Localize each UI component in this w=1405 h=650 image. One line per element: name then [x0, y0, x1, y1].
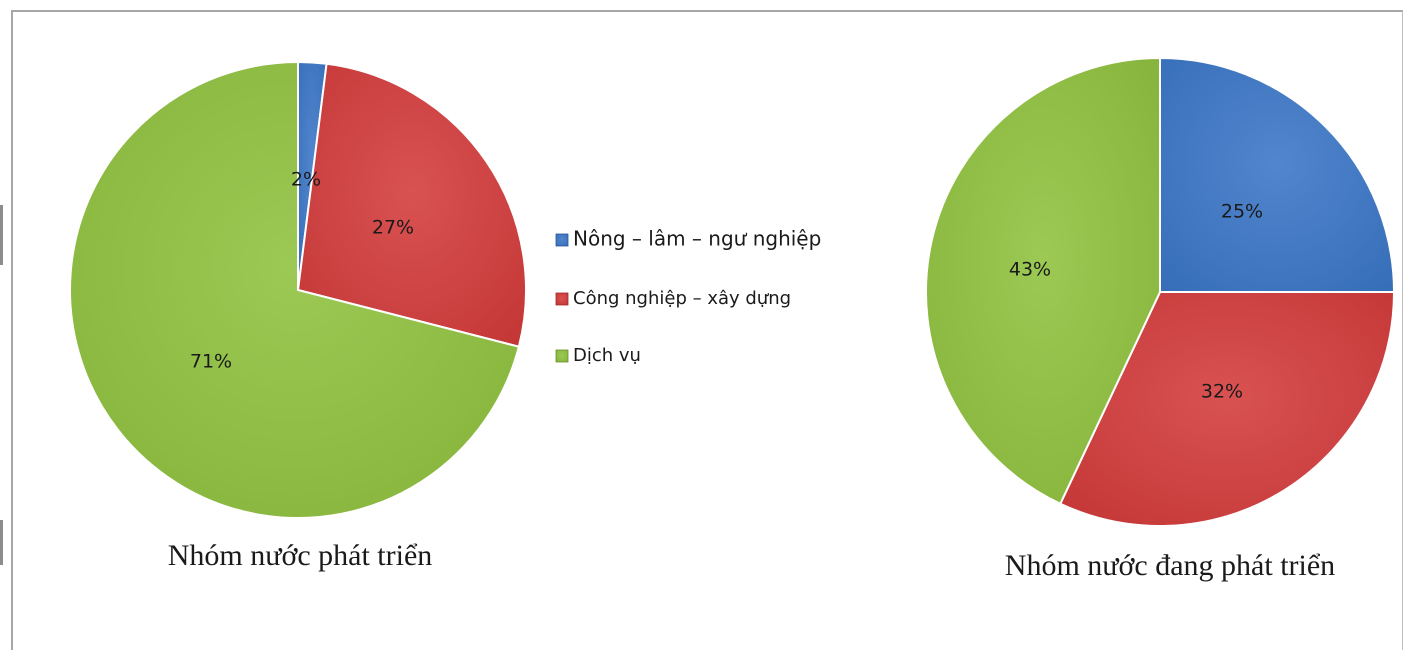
pie-chart-1 [69, 60, 527, 519]
pie-slice-industry [296, 62, 527, 348]
pie-chart-2 [925, 56, 1396, 527]
legend-swatch [555, 233, 569, 247]
legend-swatch [555, 292, 569, 306]
legend-label: Công nghiệp – xây dựng [573, 288, 791, 309]
slice-label-agriculture: 2% [291, 169, 321, 191]
pie-slice-agriculture [1159, 56, 1396, 293]
legend-label: Dịch vụ [573, 345, 641, 366]
pie-charts: 2% 27% 71% 25% 32% 43% Nông – lâm – ngư nghiệ… [69, 56, 1396, 582]
slice-label-industry: 27% [372, 217, 414, 239]
chart-frame [11, 10, 1403, 650]
legend-label: Nông – lâm – ngư nghiệp [573, 227, 821, 251]
legend: Nông – lâm – ngư nghiệp Công nghiệp – xây… [555, 227, 821, 366]
pie-title: Nhóm nước đang phát triển [1005, 549, 1335, 582]
legend-item-agriculture: Nông – lâm – ngư nghiệp [555, 227, 821, 251]
edge-mark [0, 205, 3, 265]
pie-slice-services [925, 56, 1161, 506]
slice-label-services: 71% [190, 351, 232, 373]
slice-label-industry: 32% [1201, 381, 1243, 403]
legend-item-industry: Công nghiệp – xây dựng [555, 288, 791, 309]
pie-title: Nhóm nước phát triển [168, 539, 433, 572]
slice-label-services: 43% [1009, 259, 1051, 281]
legend-item-services: Dịch vụ [555, 345, 641, 366]
pie-slice-industry [1059, 291, 1396, 527]
slice-label-agriculture: 25% [1221, 201, 1263, 223]
legend-swatch [555, 349, 569, 363]
pie-slice-services [69, 60, 521, 519]
edge-mark [0, 520, 3, 565]
